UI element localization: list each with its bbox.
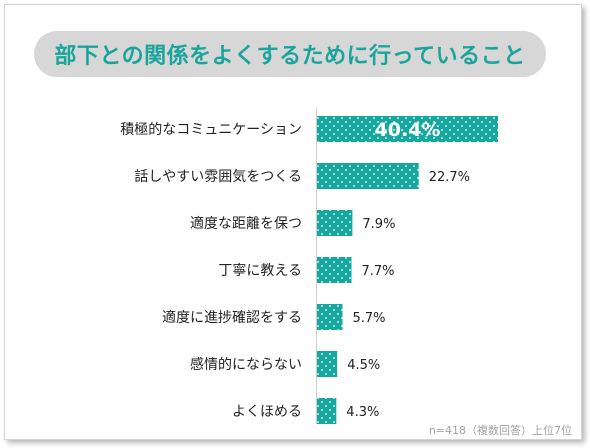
value-label: 40.4% (375, 119, 441, 141)
value-label: 7.7% (362, 264, 395, 279)
category-label: よくほめる (232, 404, 302, 420)
bar (317, 257, 352, 283)
category-label: 感情的にならない (190, 356, 302, 373)
bar (317, 398, 337, 424)
category-label: 話しやすい雰囲気をつくる (134, 168, 302, 185)
category-label: 適度に進捗確認をする (162, 309, 302, 326)
value-label: 22.7% (429, 170, 470, 185)
value-label: 7.9% (362, 217, 395, 232)
bar (317, 116, 498, 142)
bar (317, 351, 338, 377)
value-label: 5.7% (353, 311, 386, 326)
value-label: 4.5% (347, 358, 380, 373)
category-label: 積極的なコミュニケーション (120, 122, 302, 138)
bar (317, 304, 343, 330)
bar (317, 163, 419, 189)
category-label: 適度な距離を保つ (190, 215, 302, 232)
category-label: 丁寧に教える (218, 262, 302, 279)
title-banner: 部下との関係をよくするために行っていること (34, 31, 546, 77)
bar (317, 210, 353, 236)
chart-title: 部下との関係をよくするために行っていること (54, 44, 526, 69)
value-label: 4.3% (346, 405, 379, 420)
footnote: n=418（複数回答）上位7位 (428, 424, 572, 437)
